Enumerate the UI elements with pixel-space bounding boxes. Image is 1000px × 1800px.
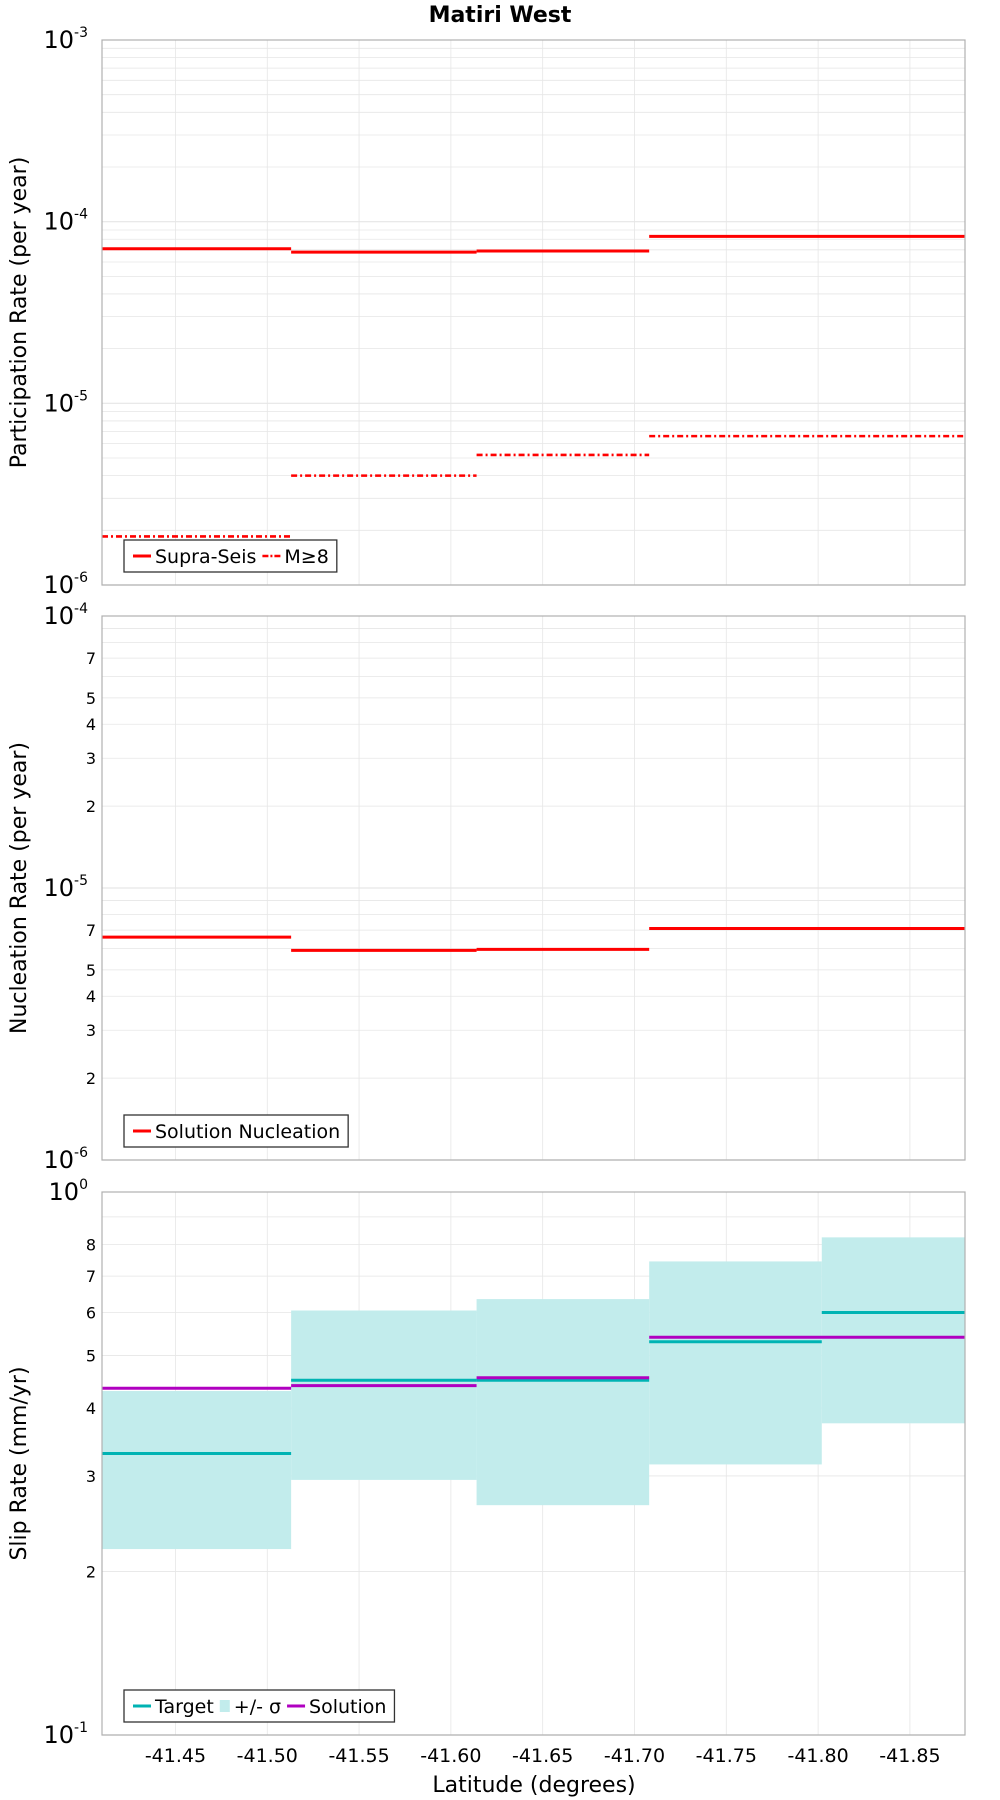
y-tick-exponent: -4 — [74, 601, 88, 617]
y-tick-base: 10 — [43, 602, 74, 630]
y-minor-tick-label: 7 — [86, 921, 96, 940]
y-tick-base: 10 — [43, 26, 74, 54]
legend-box — [123, 1114, 349, 1148]
x-tick-label: -41.55 — [328, 1745, 389, 1767]
x-axis-label: Latitude (degrees) — [432, 1773, 635, 1798]
y-tick-exponent: -6 — [74, 1145, 88, 1161]
y-minor-tick-label: 2 — [86, 1069, 96, 1088]
y-minor-tick-label: 4 — [86, 987, 96, 1006]
y-axis-label: Nucleation Rate (per year) — [7, 742, 32, 1034]
legend-label: Supra-Seis — [155, 546, 256, 568]
x-axis-ticks: -41.45 -41.50 -41.55 -41.60 -41.65 -41.70 -41.… — [145, 1745, 941, 1767]
sigma-band — [649, 1261, 822, 1465]
sigma-band — [821, 1237, 965, 1424]
y-minor-tick-label: 5 — [86, 961, 96, 980]
legend-label: Target — [154, 1696, 214, 1718]
y-axis-label: Slip Rate (mm/yr) — [7, 1366, 32, 1560]
y-tick-exponent: -6 — [74, 570, 88, 586]
legend-label: M≥8 — [284, 546, 328, 568]
y-tick-base: 10 — [49, 1178, 80, 1206]
plot-frame — [101, 1191, 966, 1736]
y-tick-label: 10-6 — [43, 570, 88, 599]
x-tick-label: -41.70 — [604, 1745, 665, 1767]
y-tick-exponent: -1 — [74, 1720, 88, 1736]
legend-label: Solution — [309, 1696, 386, 1718]
y-tick-base: 10 — [43, 874, 74, 902]
y-minor-tick-label: 3 — [86, 749, 96, 768]
x-tick-label: -41.60 — [420, 1745, 481, 1767]
y-minor-tick-label: 7 — [86, 649, 96, 668]
y-minor-tick-label: 5 — [86, 689, 96, 708]
legend: Supra-Seis M≥8 — [123, 539, 338, 573]
y-tick-label: 100 — [49, 1177, 88, 1206]
chart-title: Matiri West — [429, 3, 572, 28]
y-minor-tick-label: 5 — [86, 1346, 96, 1365]
y-tick-label: 10-5 — [43, 873, 88, 902]
legend-box — [123, 539, 338, 573]
x-tick-label: -41.65 — [512, 1745, 573, 1767]
x-tick-label: -41.75 — [696, 1745, 757, 1767]
y-tick-base: 10 — [43, 208, 74, 236]
y-tick-label: 10-3 — [43, 25, 88, 54]
y-tick-exponent: -3 — [74, 25, 88, 41]
y-tick-base: 10 — [43, 389, 74, 417]
sigma-band — [291, 1310, 477, 1480]
y-tick-label: 10-4 — [43, 207, 88, 236]
legend-label: +/- σ — [234, 1696, 281, 1718]
plot-frame — [101, 39, 966, 586]
y-minor-tick-label: 3 — [86, 1467, 96, 1486]
y-tick-base: 10 — [43, 1146, 74, 1174]
y-tick-exponent: -5 — [74, 388, 88, 404]
plot-frame — [101, 615, 966, 1161]
x-tick-label: -41.50 — [237, 1745, 298, 1767]
sigma-band — [102, 1391, 292, 1550]
y-tick-label: 10-4 — [43, 601, 88, 630]
x-tick-label: -41.45 — [145, 1745, 206, 1767]
y-axis-label: Participation Rate (per year) — [7, 157, 32, 469]
y-tick-exponent: -4 — [74, 207, 88, 223]
legend: Solution Nucleation — [123, 1114, 349, 1148]
x-tick-label: -41.85 — [879, 1745, 940, 1767]
sigma-band — [476, 1299, 650, 1506]
y-tick-base: 10 — [43, 1721, 74, 1749]
y-minor-tick-label: 4 — [86, 1399, 96, 1418]
y-tick-base: 10 — [43, 571, 74, 599]
legend-swatch-box — [219, 1700, 230, 1712]
legend: Target +/- σ Solution — [123, 1689, 396, 1723]
y-minor-tick-label: 6 — [86, 1303, 96, 1322]
y-tick-label: 10-6 — [43, 1145, 88, 1174]
legend-label: Solution Nucleation — [155, 1121, 340, 1143]
y-minor-tick-label: 8 — [86, 1236, 96, 1255]
y-tick-label: 10-5 — [43, 388, 88, 417]
x-tick-label: -41.80 — [787, 1745, 848, 1767]
y-tick-exponent: 0 — [79, 1177, 88, 1193]
y-tick-exponent: -5 — [74, 873, 88, 889]
y-minor-tick-label: 2 — [86, 797, 96, 816]
y-tick-label: 10-1 — [43, 1720, 88, 1749]
legend-box — [123, 1689, 396, 1723]
y-minor-tick-label: 4 — [86, 715, 96, 734]
y-minor-tick-label: 3 — [86, 1021, 96, 1040]
y-minor-tick-label: 7 — [86, 1267, 96, 1286]
y-minor-tick-label: 2 — [86, 1563, 96, 1582]
